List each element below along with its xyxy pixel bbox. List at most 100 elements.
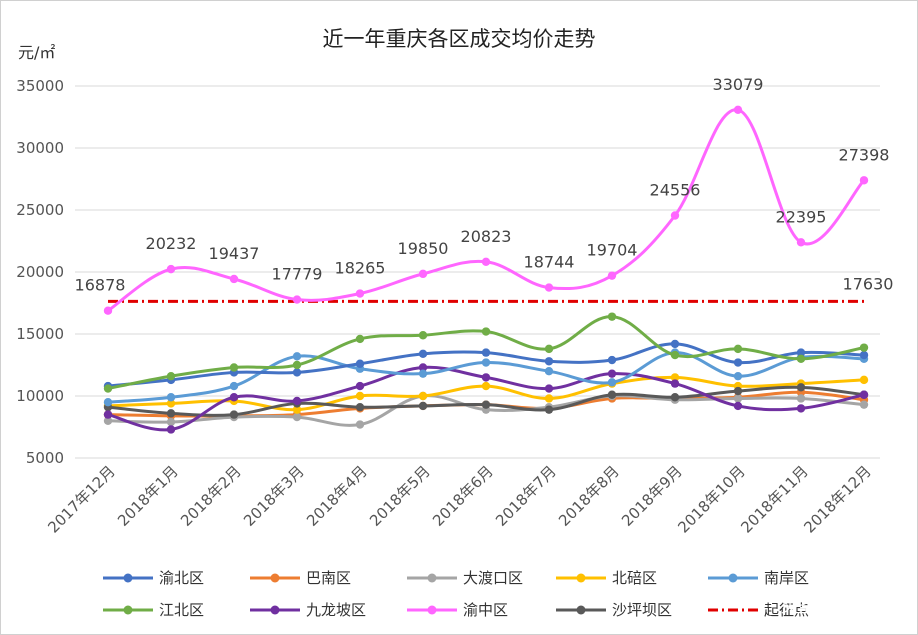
data-label: 19704	[587, 241, 638, 260]
legend-marker	[270, 605, 280, 615]
data-point	[292, 352, 302, 361]
y-tick-label: 30000	[16, 139, 64, 157]
threshold-label: 17630	[843, 274, 894, 293]
data-label: 19850	[398, 239, 449, 258]
legend-label: 江北区	[159, 601, 204, 619]
data-point	[859, 350, 869, 360]
legend-label: 南岸区	[764, 569, 809, 587]
data-point	[355, 420, 365, 429]
data-point	[796, 348, 806, 357]
y-tick-label: 15000	[16, 325, 64, 343]
data-point	[481, 373, 491, 382]
data-point	[670, 211, 680, 220]
data-label: 27398	[839, 145, 890, 164]
legend-label: 沙坪坝区	[612, 601, 672, 619]
data-point	[544, 283, 554, 292]
data-point	[481, 381, 491, 391]
series-5	[103, 312, 869, 393]
data-point	[292, 360, 302, 370]
data-label: 18265	[335, 259, 386, 278]
data-point	[796, 404, 806, 413]
data-point	[544, 384, 554, 393]
data-label: 16878	[75, 276, 126, 295]
legend-marker	[123, 605, 133, 615]
data-point	[355, 381, 365, 391]
legend-label: 渝中区	[463, 601, 508, 619]
data-point	[103, 398, 113, 407]
data-point	[544, 367, 554, 376]
data-point	[607, 369, 617, 378]
data-point	[859, 390, 869, 399]
legend-marker	[728, 573, 738, 583]
watermark: 头条 @悟空问答	[781, 597, 905, 617]
data-point	[544, 394, 554, 403]
data-point	[544, 357, 554, 366]
data-point	[859, 375, 869, 385]
data-point	[355, 289, 365, 298]
legend-marker	[270, 573, 280, 583]
legend-item: 渝北区	[103, 569, 204, 587]
legend-item: 沙坪坝区	[556, 601, 672, 619]
data-point	[166, 399, 176, 408]
data-point	[166, 425, 176, 434]
data-point	[670, 350, 680, 360]
data-point	[355, 391, 365, 401]
data-point	[859, 343, 869, 352]
data-point	[481, 257, 491, 266]
data-label: 17779	[272, 265, 323, 284]
data-point	[418, 401, 428, 411]
legend-label: 九龙坡区	[306, 601, 366, 619]
data-point	[481, 348, 491, 357]
watermark-text: 头条 @悟空问答	[781, 597, 905, 617]
data-point	[481, 400, 491, 409]
data-point	[229, 410, 239, 419]
data-point	[607, 271, 617, 280]
legend-item: 北碚区	[556, 569, 657, 587]
data-point	[292, 405, 302, 414]
data-point	[166, 371, 176, 381]
data-point	[166, 417, 176, 427]
legend-marker	[427, 605, 437, 615]
legend-marker	[123, 573, 133, 583]
legend-item: 南岸区	[708, 569, 809, 587]
data-point	[103, 306, 113, 315]
data-point	[292, 412, 302, 422]
data-point	[103, 384, 113, 393]
legend-item: 大渡口区	[407, 569, 523, 587]
data-point	[229, 274, 239, 284]
data-point	[166, 264, 176, 274]
data-point	[607, 355, 617, 365]
data-point	[607, 390, 617, 399]
y-tick-label: 10000	[16, 387, 64, 405]
data-point	[670, 379, 680, 388]
legend-item: 江北区	[103, 601, 204, 619]
data-point	[796, 354, 806, 363]
legend-marker	[576, 573, 586, 583]
data-label: 20232	[146, 234, 197, 253]
data-point	[733, 105, 743, 115]
data-point	[355, 402, 365, 412]
data-label: 22395	[776, 207, 827, 226]
data-label: 24556	[650, 181, 701, 200]
y-tick-label: 20000	[16, 263, 64, 281]
data-point	[166, 393, 176, 402]
data-point	[418, 391, 428, 401]
data-point	[355, 359, 365, 368]
y-tick-label: 5000	[26, 449, 64, 467]
data-label: 19437	[209, 244, 260, 263]
data-point	[733, 394, 743, 403]
y-axis-ticks: 5000 10000 15000 20000 25000 30000 35000	[16, 77, 64, 467]
legend-item: 起征点	[708, 601, 809, 619]
data-point	[103, 410, 113, 419]
data-point	[418, 269, 428, 279]
data-point	[796, 394, 806, 403]
legend-label: 起征点	[764, 601, 809, 619]
y-tick-label: 25000	[16, 201, 64, 219]
legend-label: 渝北区	[159, 569, 204, 587]
legend-marker	[427, 573, 437, 583]
data-point	[103, 416, 113, 425]
legend-item: 渝中区	[407, 601, 508, 619]
data-point	[796, 238, 806, 247]
data-point	[607, 312, 617, 321]
